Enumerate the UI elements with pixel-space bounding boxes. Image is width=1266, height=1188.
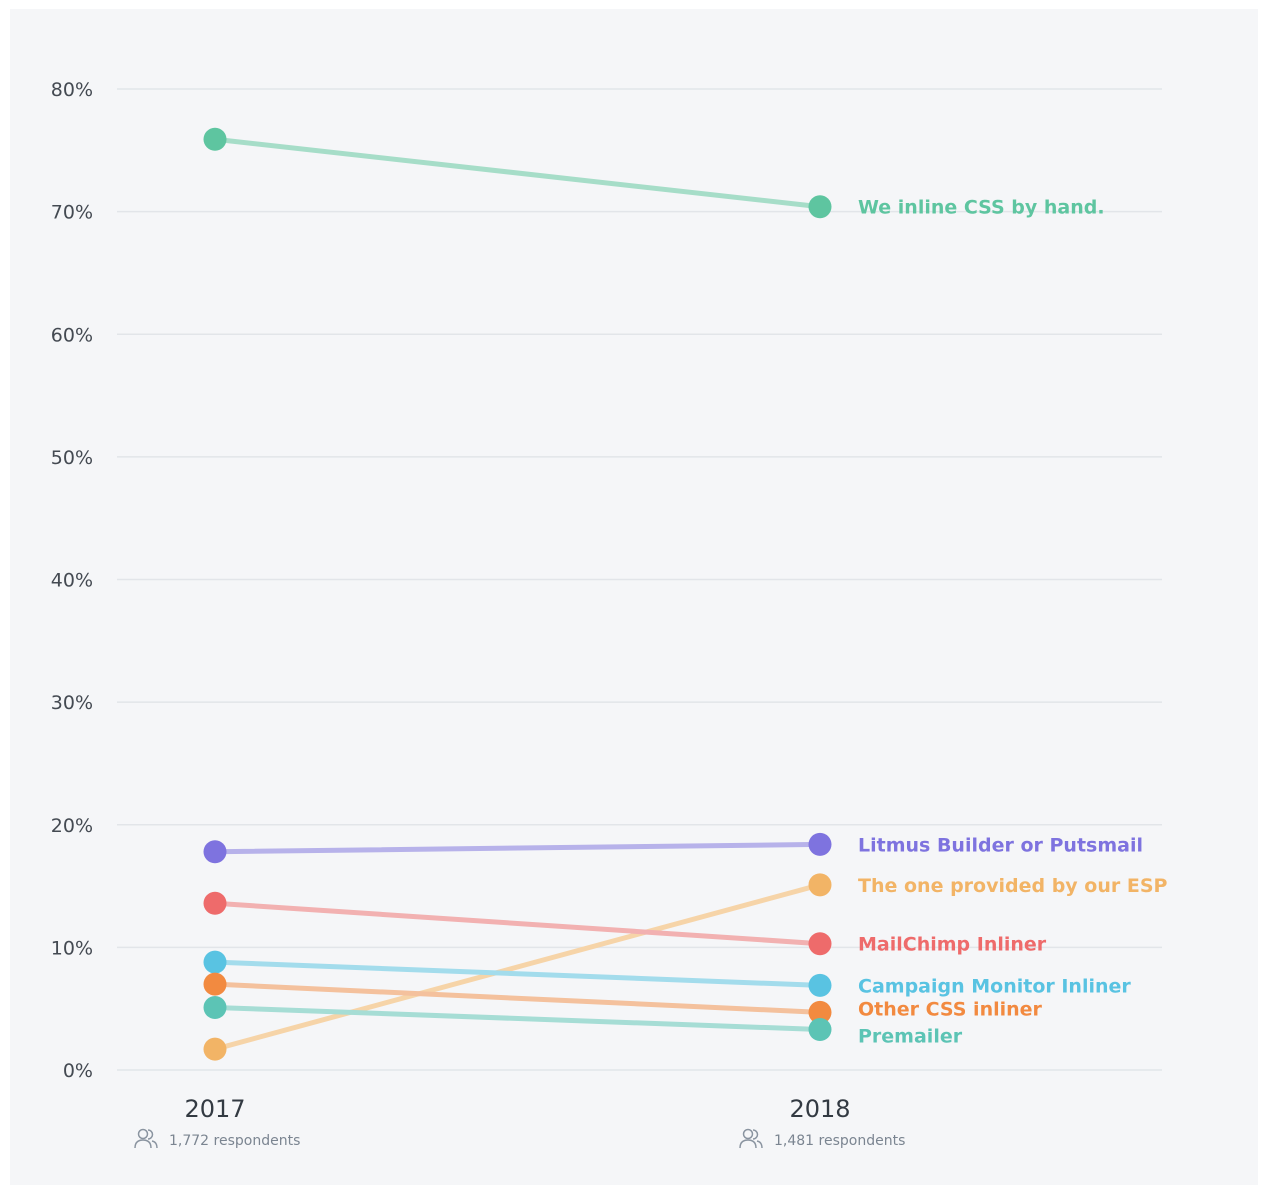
series-label-mailchimp-inliner: MailChimp Inliner [858,934,1047,956]
series-line-the-one-provided-by-our-esp [212,882,823,1052]
data-point-mailchimp-inliner-2017[interactable] [203,891,227,915]
data-point-premailer-2018[interactable] [808,1018,832,1042]
data-point-the-one-provided-by-our-esp-2018[interactable] [808,873,832,897]
series-label-other-css-inliner: Other CSS inliner [858,998,1043,1020]
data-point-we-inline-css-by-hand-2017[interactable] [203,127,227,151]
series-label-the-one-provided-by-our-esp: The one provided by our ESP [858,875,1168,897]
series-label-litmus-builder-or-putsmail: Litmus Builder or Putsmail [858,834,1143,856]
people-icon [134,1128,158,1149]
y-tick-label: 0% [63,1060,93,1082]
data-point-litmus-builder-or-putsmail-2018[interactable] [808,832,832,856]
data-point-other-css-inliner-2018[interactable] [808,1000,832,1024]
data-point-mailchimp-inliner-2018[interactable] [808,932,832,956]
x-tick-label-2017: 2017 [184,1095,245,1123]
gridlines [117,88,1162,1071]
data-point-the-one-provided-by-our-esp-2017[interactable] [203,1037,227,1061]
series-label-campaign-monitor-inliner: Campaign Monitor Inliner [858,975,1131,997]
data-point-premailer-2017[interactable] [203,995,227,1019]
series-label-premailer: Premailer [858,1026,963,1048]
y-tick-label: 60% [51,324,93,346]
series-points [203,127,832,1061]
data-point-campaign-monitor-inliner-2018[interactable] [808,973,832,997]
y-tick-label: 20% [51,815,93,837]
series-label-we-inline-css-by-hand: We inline CSS by hand. [858,197,1105,219]
series-labels: We inline CSS by hand. Litmus Builder or … [858,197,1168,1048]
series-line-mailchimp-inliner [212,900,823,947]
series-line-litmus-builder-or-putsmail [212,841,823,855]
people-icon [739,1128,763,1149]
series-line-we-inline-css-by-hand [212,136,823,210]
series-line-premailer [212,1004,823,1033]
data-point-we-inline-css-by-hand-2018[interactable] [808,195,832,219]
y-tick-label: 40% [51,570,93,592]
y-tick-label: 80% [51,79,93,101]
y-tick-label: 70% [51,202,93,224]
series-line-other-css-inliner [212,981,823,1015]
y-axis-ticks: 0% 10% 20% 30% 40% 50% 60% 70% 80% [51,79,93,1082]
respondents-count: 1,481 respondents [774,1133,905,1149]
data-point-other-css-inliner-2017[interactable] [203,972,227,996]
y-tick-label: 10% [51,937,93,959]
respondents-count: 1,772 respondents [169,1133,300,1149]
data-point-campaign-monitor-inliner-2017[interactable] [203,950,227,974]
series-line-campaign-monitor-inliner [212,959,823,988]
y-tick-label: 50% [51,447,93,469]
data-point-litmus-builder-or-putsmail-2017[interactable] [203,840,227,864]
x-tick-label-2018: 2018 [789,1095,850,1123]
x-axis: 2017 1,772 respondents 2018 1,481 responden… [134,1095,905,1149]
series-lines [212,136,823,1052]
y-tick-label: 30% [51,692,93,714]
